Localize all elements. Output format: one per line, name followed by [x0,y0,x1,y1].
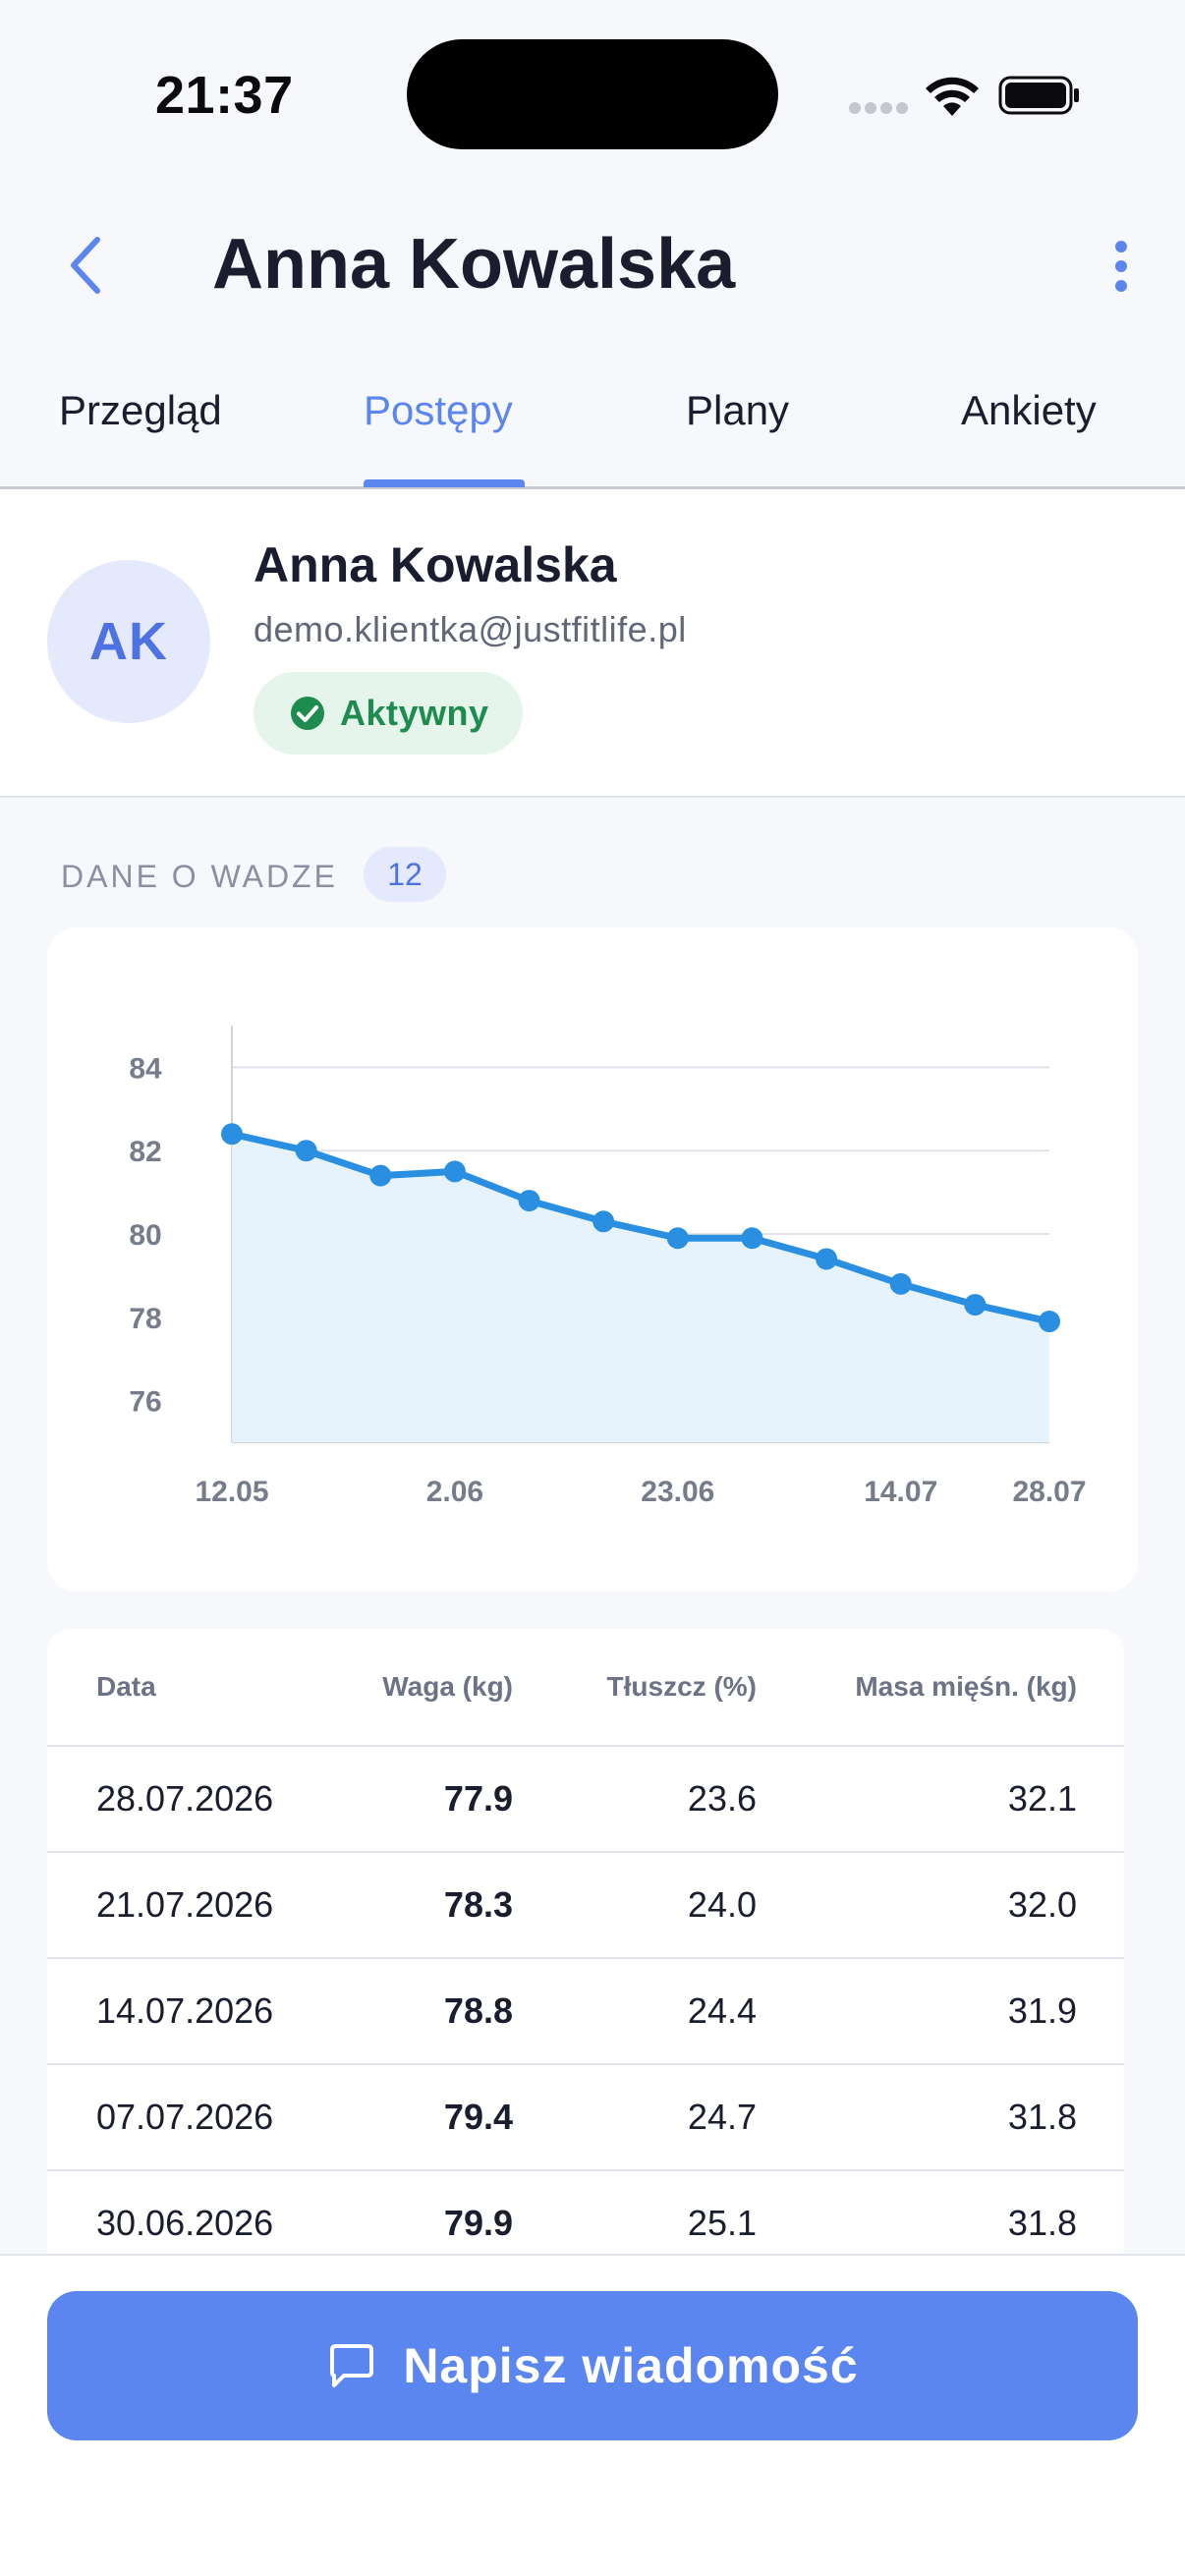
data-point [592,1210,615,1233]
cell-weight: 78.8 [443,1990,513,2031]
tab-plans[interactable]: Plany [686,387,790,433]
cell-weight: 79.4 [443,2097,513,2137]
navigation-header: Anna Kowalska [0,196,1185,334]
cell-fat: 24.4 [687,1990,757,2031]
client-profile-card: AK Anna Kowalska demo.klientka@justfitli… [0,489,1185,798]
data-point [221,1123,243,1146]
more-options-button[interactable] [1097,232,1146,301]
cell-weight: 77.9 [443,1778,513,1819]
status-badge: Aktywny [254,672,523,755]
data-point [816,1248,838,1270]
dynamic-island [407,39,778,149]
data-point [666,1227,689,1250]
column-header-weight: Waga (kg) [382,1671,513,1702]
cell-fat: 24.7 [687,2097,757,2137]
cellular-signal-icon [849,102,908,114]
data-point [964,1294,987,1316]
cell-fat: 25.1 [687,2203,757,2243]
cell-date: 21.07.2026 [96,1884,274,1925]
y-tick-label: 84 [129,1052,162,1085]
weight-chart: 84 82 80 78 76 12.05 2.06 23.06 14.07 28.07 [129,1026,1087,1508]
column-header-fat: Tłuszcz (%) [606,1671,757,1702]
x-tick-label: 14.07 [864,1476,937,1508]
data-point [369,1164,392,1187]
data-point [889,1272,912,1295]
cell-weight: 78.3 [443,1884,513,1925]
column-header-date: Data [96,1671,156,1702]
cell-muscle: 31.8 [1007,2097,1077,2137]
table-row[interactable]: 14.07.2026 78.8 24.4 31.9 [47,1959,1124,2065]
cell-fat: 24.0 [687,1884,757,1925]
tab-overview[interactable]: Przegląd [59,387,222,433]
y-tick-label: 82 [129,1136,161,1168]
cell-fat: 23.6 [687,1778,757,1819]
status-bar: 21:37 [0,0,1185,187]
client-email: demo.klientka@justfitlife.pl [254,609,687,649]
cell-date: 14.07.2026 [96,1990,274,2031]
page-title: Anna Kowalska [212,225,736,304]
y-tick-label: 78 [129,1303,161,1335]
wifi-icon [926,77,979,116]
active-tab-indicator [364,479,525,487]
cell-muscle: 31.9 [1007,1990,1077,2031]
cell-date: 28.07.2026 [96,1778,274,1819]
client-name: Anna Kowalska [254,537,617,592]
more-vertical-icon [1115,241,1127,292]
cell-muscle: 32.0 [1007,1884,1077,1925]
entry-count-badge: 12 [364,847,446,902]
send-message-label: Napisz wiadomość [403,2338,859,2393]
cell-date: 30.06.2026 [96,2203,274,2243]
battery-icon [998,76,1079,115]
tab-bar: Przegląd Postępy Plany Ankiety [0,367,1185,489]
tab-progress[interactable]: Postępy [364,387,513,433]
status-time: 21:37 [155,66,294,125]
series-area [232,1134,1049,1442]
data-point [1039,1311,1060,1333]
x-tick-label: 28.07 [1012,1476,1086,1508]
table-row[interactable]: 28.07.2026 77.9 23.6 32.1 [47,1747,1124,1853]
data-point [443,1160,466,1183]
tab-surveys[interactable]: Ankiety [961,387,1097,433]
message-icon [330,2344,374,2387]
column-header-muscle: Masa mięśn. (kg) [855,1671,1077,1702]
back-button[interactable] [51,226,120,305]
cell-muscle: 32.1 [1007,1778,1077,1819]
bottom-action-bar: Napisz wiadomość [0,2254,1185,2576]
table-row[interactable]: 21.07.2026 78.3 24.0 32.0 [47,1853,1124,1959]
x-tick-label: 23.06 [641,1476,714,1508]
data-point [295,1140,317,1162]
y-tick-label: 76 [129,1386,161,1419]
avatar: AK [47,560,210,723]
y-tick-label: 80 [129,1219,161,1252]
chevron-left-icon [71,237,100,294]
weight-chart-card: 84 82 80 78 76 12.05 2.06 23.06 14.07 28.07 [47,927,1138,1592]
section-title: DANE O WADZE [61,859,338,894]
check-circle-icon [291,697,324,730]
table-row[interactable]: 07.07.2026 79.4 24.7 31.8 [47,2065,1124,2171]
x-tick-label: 12.05 [195,1476,268,1508]
series-line [228,1130,1053,1325]
table-header-row: Data Waga (kg) Tłuszcz (%) Masa mięśn. (… [47,1629,1124,1747]
cell-muscle: 31.8 [1007,2203,1077,2243]
cell-date: 07.07.2026 [96,2097,274,2137]
send-message-button[interactable]: Napisz wiadomość [47,2291,1138,2440]
data-point [518,1190,540,1212]
status-badge-label: Aktywny [340,693,489,733]
data-point [741,1227,763,1250]
cell-weight: 79.9 [443,2203,513,2243]
x-tick-label: 2.06 [426,1476,483,1508]
